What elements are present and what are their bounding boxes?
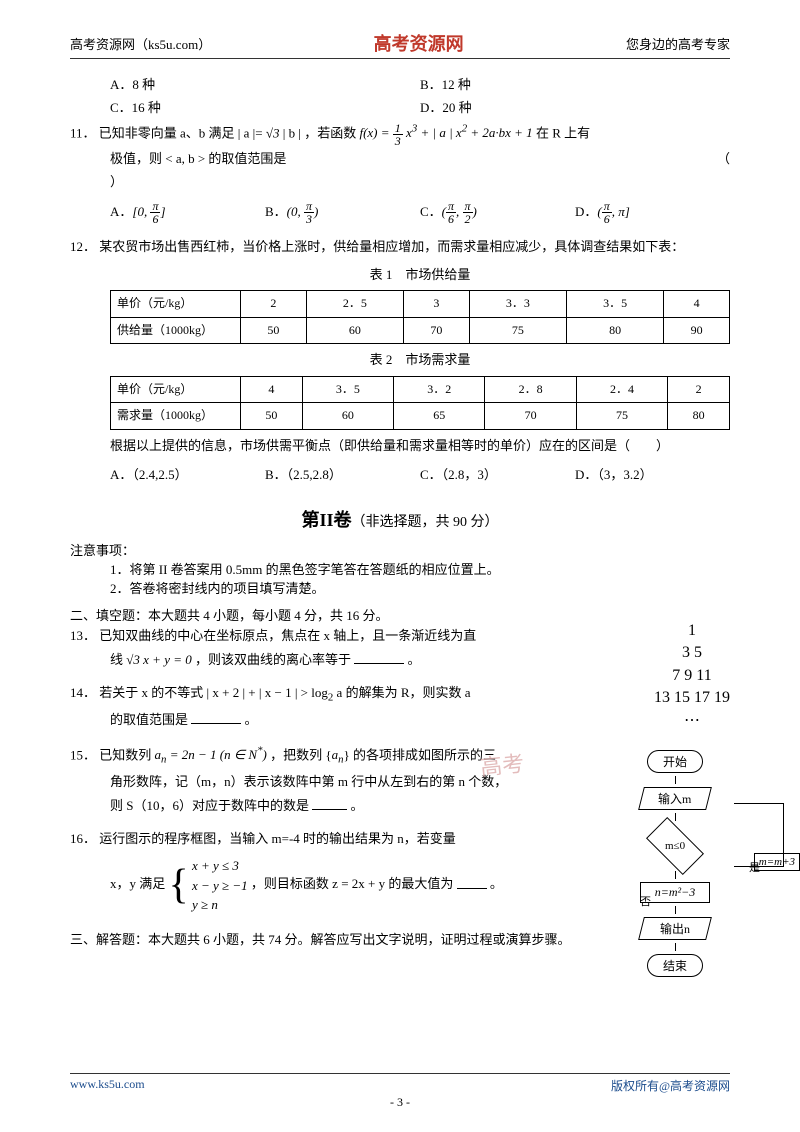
table-row: 单价（元/kg） 4 3．5 3．2 2．8 2．4 2 [111,376,730,403]
q11-paren-close: ） [110,174,123,189]
demand-table: 单价（元/kg） 4 3．5 3．2 2．8 2．4 2 需求量（1000kg）… [110,376,730,430]
table-row: 单价（元/kg） 2 2．5 3 3．3 3．5 4 [111,290,730,317]
page-footer: www.ks5u.com 版权所有@高考资源网 [70,1073,730,1094]
fc-no-label: 否 [640,893,651,909]
brace-icon: { [169,868,189,904]
q12-options: A．（2.4,2.5） B．（2.5,2.8） C．（2.8，3） D．（3，3… [110,463,730,486]
q12-text1: 某农贸市场出售西红柿，当价格上涨时，供给量相应增加，而需求量相应减少，具体调查结… [99,239,684,254]
fill-section-title: 二、填空题：本大题共 4 小题，每小题 4 分，共 16 分。 [70,605,520,624]
notice-item1: 1．将第 II 卷答案用 0.5mm 的黑色签字笔答在答题纸的相应位置上。 [110,559,520,578]
q11-text3: 在 R 上有 [536,125,590,140]
footer-url: www.ks5u.com [70,1077,145,1094]
blank [312,796,347,810]
table-row: 需求量（1000kg） 50 60 65 70 75 80 [111,403,730,430]
q11-opt-b: B．(0, π3) [265,200,420,226]
question-16: 16． 运行图示的程序框图，当输入 m=-4 时的输出结果为 n，若变量 x，y… [70,827,520,915]
section-2-title: 第II卷（非选择题，共 90 分） [70,506,730,532]
fc-end: 结束 [647,954,703,977]
question-14: 14． 若关于 x 的不等式 | x + 2 | + | x − 1 | > l… [70,681,520,731]
watermark: 高考 [478,746,525,782]
footer-copyright: 版权所有@高考资源网 [611,1077,730,1094]
q11-opt-a: A．[0, π6] [110,200,265,226]
notice-block: 注意事项： 1．将第 II 卷答案用 0.5mm 的黑色签字笔答在答题纸的相应位… [70,540,520,597]
q13-eq: √3 x + y = 0 [126,652,191,667]
header-center-logo: 高考资源网 [374,30,464,56]
q11-text4: 极值，则 < a, b > 的取值范围是 [110,151,286,166]
flowchart-figure: 开始 输入m m≤0 n=m²−3 输出n 结束 m=m+3 是 否 [610,747,740,980]
fc-start: 开始 [647,750,703,773]
cases-block: x + y ≤ 3 x − y ≥ −1 y ≥ n [192,856,248,915]
question-13: 13． 已知双曲线的中心在坐标原点，焦点在 x 轴上，且一条渐近线为直 线 √3… [70,624,520,671]
page-number: - 3 - [0,1095,800,1110]
fc-loop-line [734,803,784,867]
q10-opt-c: C．16 种 [110,97,420,116]
q12-opt-c: C．（2.8，3） [420,463,575,486]
header-left: 高考资源网（ks5u.com） [70,34,211,53]
q11-paren-open: （ [717,147,730,170]
q12-opt-b: B．（2.5,2.8） [265,463,420,486]
q11-text2: | b | ，若函数 [283,125,360,140]
blank [457,875,487,889]
table-row: 供给量（1000kg） 50 60 70 75 80 90 [111,317,730,344]
q11-options: A．[0, π6] B．(0, π3) C．(π6, π2) D．(π6, π] [110,200,730,226]
header-right: 您身边的高考专家 [626,34,730,53]
notice-title: 注意事项： [70,540,520,559]
table1-caption: 表 1 市场供给量 [110,263,730,286]
q10-opt-b: B．12 种 [420,74,730,93]
q12-opt-a: A．（2.4,2.5） [110,463,265,486]
q12-num: 12． [70,239,96,254]
page-header: 高考资源网（ks5u.com） 高考资源网 您身边的高考专家 [70,30,730,59]
q10-options-row1: A．8 种 B．12 种 [110,74,730,93]
q12-text2: 根据以上提供的信息，市场供需平衡点（即供给量和需求量相等时的单价）应在的区间是（… [110,434,730,457]
question-15: 15． 已知数列 an = 2n − 1 (n ∈ N*) ，把数列 {an} … [70,742,520,817]
q10-opt-d: D．20 种 [420,97,730,116]
blank [354,650,404,664]
q10-options-row2: C．16 种 D．20 种 [110,97,730,116]
q11-num: 11． [70,125,96,140]
fc-input: 输入m [638,787,712,810]
sqrt3: √3 [266,125,280,140]
fc-output: 输出n [638,917,712,940]
supply-table: 单价（元/kg） 2 2．5 3 3．3 3．5 4 供给量（1000kg） 5… [110,290,730,344]
question-11: 11． 已知非零向量 a、b 满足 | a |= √3 | b | ，若函数 f… [70,120,730,225]
blank [191,710,241,724]
q11-opt-d: D．(π6, π] [575,200,730,226]
q12-opt-d: D．（3，3.2） [575,463,730,486]
table2-caption: 表 2 市场需求量 [110,348,730,371]
fc-condition: m≤0 [646,817,704,875]
q11-func: f(x) = 13 x3 + | a | x2 + 2a·bx + 1 [359,125,532,140]
notice-item2: 2．答卷将密封线内的项目填写清楚。 [110,578,520,597]
q11-opt-c: C．(π6, π2) [420,200,575,226]
q11-text1: 已知非零向量 a、b 满足 | a |= [99,125,263,140]
q10-opt-a: A．8 种 [110,74,420,93]
q15-formula: an = 2n − 1 (n ∈ N*) [155,747,267,762]
triangle-array: 1 3 5 7 9 11 13 15 17 19 ⋯ [654,620,730,732]
question-12: 12． 某农贸市场出售西红柿，当价格上涨时，供给量相应增加，而需求量相应减少，具… [70,235,730,486]
